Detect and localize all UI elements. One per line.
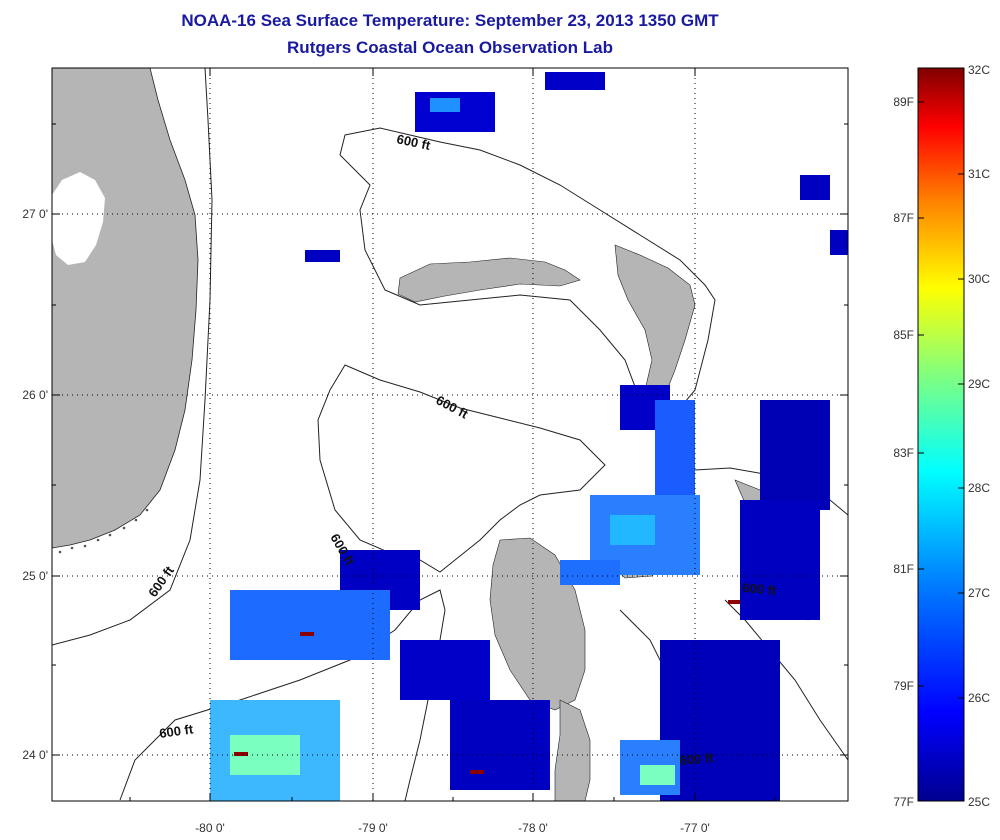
contour-label: 600 ft: [679, 750, 715, 768]
sst-patch-sw2: [230, 590, 390, 660]
sst-hot-pixel-4: [234, 752, 248, 756]
sst-patch-east: [800, 175, 830, 200]
sst-patch-south: [450, 700, 550, 790]
lat-label: 26 0': [22, 388, 48, 402]
sst-patch-north-warm: [430, 98, 460, 112]
lat-label: 25 0': [22, 569, 48, 583]
map-frame: [51, 67, 849, 802]
sst-patch-east2: [830, 230, 848, 255]
lon-label: -80 0': [195, 821, 225, 835]
sst-patch-west: [305, 250, 340, 262]
longitude-labels: -80 0' -79 0' -78 0' -77 0': [195, 821, 710, 835]
sst-hot-pixel-2: [470, 770, 484, 774]
fahrenheit-label: 83F: [893, 446, 914, 460]
celsius-label: 32C: [968, 63, 990, 77]
contour-label: 600 ft: [158, 721, 194, 741]
celsius-label: 25C: [968, 795, 990, 809]
celsius-label: 31C: [968, 167, 990, 181]
fahrenheit-label: 89F: [893, 95, 914, 109]
fahrenheit-label: 77F: [893, 795, 914, 809]
sst-patch-eleuthera: [760, 400, 830, 510]
sst-patch-ne2: [740, 500, 820, 620]
lon-label: -78 0': [518, 821, 548, 835]
celsius-label: 28C: [968, 481, 990, 495]
sst-hot-pixel-3: [728, 600, 740, 604]
celsius-label: 26C: [968, 691, 990, 705]
colorbar-fahrenheit-labels: 89F 87F 85F 83F 81F 79F 77F: [893, 95, 914, 809]
sst-patch-center2: [560, 560, 620, 585]
colorbar-ticks: [918, 101, 964, 699]
contour-label: 600 ft: [742, 580, 778, 598]
grand-bahama-island: [397, 257, 581, 303]
contour-label: 600 ft: [395, 131, 432, 153]
colorbar-gradient: [917, 67, 965, 802]
fahrenheit-label: 79F: [893, 679, 914, 693]
sst-patch-center-warm: [610, 515, 655, 545]
celsius-label: 27C: [968, 586, 990, 600]
fahrenheit-label: 81F: [893, 562, 914, 576]
colorbar-celsius-labels: 32C 31C 30C 29C 28C 27C 26C 25C: [968, 63, 990, 809]
map-title: NOAA-16 Sea Surface Temperature: Septemb…: [181, 11, 719, 30]
celsius-label: 29C: [968, 377, 990, 391]
florida-keys: [58, 508, 149, 554]
sst-patch-ne: [545, 72, 605, 90]
latitude-labels: 27 0' 26 0' 25 0' 24 0': [22, 207, 48, 762]
lon-label: -77 0': [680, 821, 710, 835]
map-subtitle: Rutgers Coastal Ocean Observation Lab: [287, 38, 613, 57]
lat-label: 27 0': [22, 207, 48, 221]
andros-south-island: [554, 699, 591, 801]
fahrenheit-label: 87F: [893, 211, 914, 225]
fahrenheit-label: 85F: [893, 328, 914, 342]
sst-patch-se-green: [640, 765, 675, 785]
lake-okeechobee: [52, 172, 105, 265]
lon-label: -79 0': [358, 821, 388, 835]
sst-hot-pixel-1: [300, 632, 314, 636]
sst-patch-sw3: [400, 640, 490, 700]
sst-data-patches: [210, 72, 848, 801]
sst-patch-tongue: [655, 400, 695, 500]
lat-label: 24 0': [22, 748, 48, 762]
celsius-label: 30C: [968, 272, 990, 286]
graticule: [52, 68, 848, 801]
colorbar: 32C 31C 30C 29C 28C 27C 26C 25C 89F 87F …: [893, 63, 990, 809]
tick-marks: [52, 68, 848, 801]
